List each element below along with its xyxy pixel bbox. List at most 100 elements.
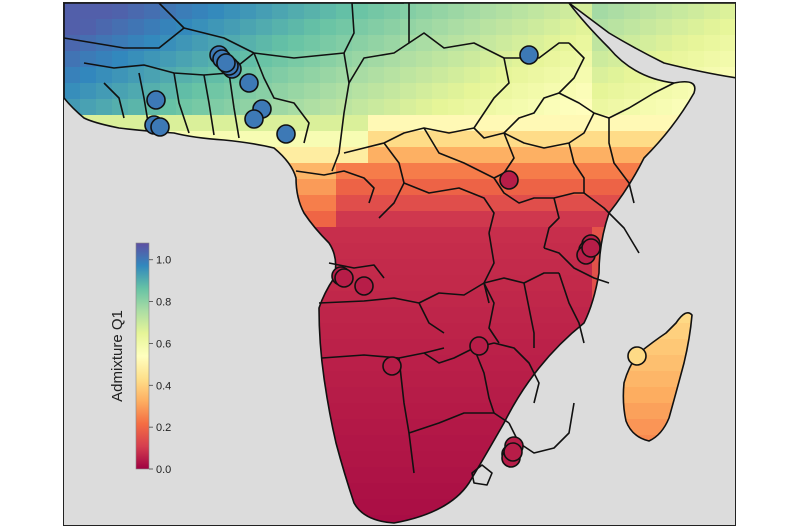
raster-cell [160,35,177,52]
raster-cell [496,67,513,84]
raster-cell [384,371,401,388]
raster-cell [400,99,417,116]
raster-cell [336,435,353,452]
raster-cell [640,371,657,388]
raster-cell [544,147,561,164]
sample-site-marker[interactable] [276,124,296,144]
raster-cell [320,147,337,164]
raster-cell [352,3,369,20]
raster-cell [416,387,433,404]
raster-cell [368,211,385,228]
raster-cell [640,419,657,436]
raster-cell [432,147,449,164]
raster-cell [512,291,529,308]
raster-cell [624,387,641,404]
raster-cell [560,307,577,324]
legend: 1.0 0.8 0.6 0.4 0.2 0.0 Admixture Q1 [109,242,171,476]
raster-cell [320,211,337,228]
raster-cell [272,3,289,20]
raster-cell [304,67,321,84]
raster-cell [112,19,129,36]
sample-site-marker[interactable] [354,276,374,296]
sample-site-marker[interactable] [519,45,539,65]
raster-cell [480,243,497,260]
raster-cell [480,35,497,52]
raster-cell [176,115,193,132]
raster-cell [400,227,417,244]
raster-cell [400,435,417,452]
raster-cell [64,35,81,52]
raster-cell [416,35,433,52]
raster-cell [560,115,577,132]
raster-cell [448,83,465,100]
raster-cell [464,83,481,100]
raster-cell [464,67,481,84]
raster-cell [400,403,417,420]
raster-cell [416,275,433,292]
raster-cell [272,67,289,84]
raster-cell [432,483,449,500]
raster-cell [560,99,577,116]
raster-cell [496,307,513,324]
raster-cell [496,99,513,116]
raster-cell [384,115,401,132]
raster-cell [672,3,689,20]
sample-site-marker[interactable] [581,238,601,258]
raster-cell [368,483,385,500]
raster-cell [432,19,449,36]
raster-cell [688,3,705,20]
sample-site-marker[interactable] [382,356,402,376]
sample-site-marker[interactable] [150,117,170,137]
raster-cell [384,291,401,308]
raster-cell [448,163,465,180]
raster-cell [448,35,465,52]
raster-cell [64,3,81,20]
raster-cell [352,371,369,388]
raster-cell [576,83,593,100]
sample-site-marker[interactable] [499,170,519,190]
raster-cell [464,355,481,372]
raster-cell [352,243,369,260]
raster-cell [176,99,193,116]
raster-cell [384,99,401,116]
admixture-map[interactable]: 1.0 0.8 0.6 0.4 0.2 0.0 Admixture Q1 [64,3,736,526]
sample-site-marker[interactable] [244,109,264,129]
raster-cell [480,115,497,132]
raster-cell [384,243,401,260]
raster-cell [464,19,481,36]
sample-site-marker[interactable] [469,336,489,356]
raster-cell [96,3,113,20]
raster-cell [368,371,385,388]
raster-cell [656,99,673,116]
map-frame: 1.0 0.8 0.6 0.4 0.2 0.0 Admixture Q1 [63,2,736,526]
raster-cell [480,83,497,100]
raster-cell [384,387,401,404]
raster-cell [160,51,177,68]
raster-cell [384,51,401,68]
raster-cell [560,67,577,84]
raster-cell [384,3,401,20]
raster-cell [448,371,465,388]
sample-site-marker[interactable] [239,73,259,93]
sample-site-marker[interactable] [334,268,354,288]
raster-cell [608,163,625,180]
raster-cell [240,19,257,36]
raster-cell [544,131,561,148]
raster-cell [544,51,561,68]
sample-site-marker[interactable] [146,90,166,110]
raster-cell [496,291,513,308]
raster-cell [368,115,385,132]
raster-cell [512,211,529,228]
sample-site-marker[interactable] [627,346,647,366]
raster-cell [656,35,673,52]
sample-site-marker[interactable] [503,442,523,462]
raster-cell [480,19,497,36]
raster-cell [416,451,433,468]
sample-site-marker[interactable] [216,53,236,73]
raster-cell [384,323,401,340]
raster-cell [336,179,353,196]
raster-cell [592,163,609,180]
raster-cell [432,339,449,356]
raster-cell [464,323,481,340]
raster-cell [480,51,497,68]
